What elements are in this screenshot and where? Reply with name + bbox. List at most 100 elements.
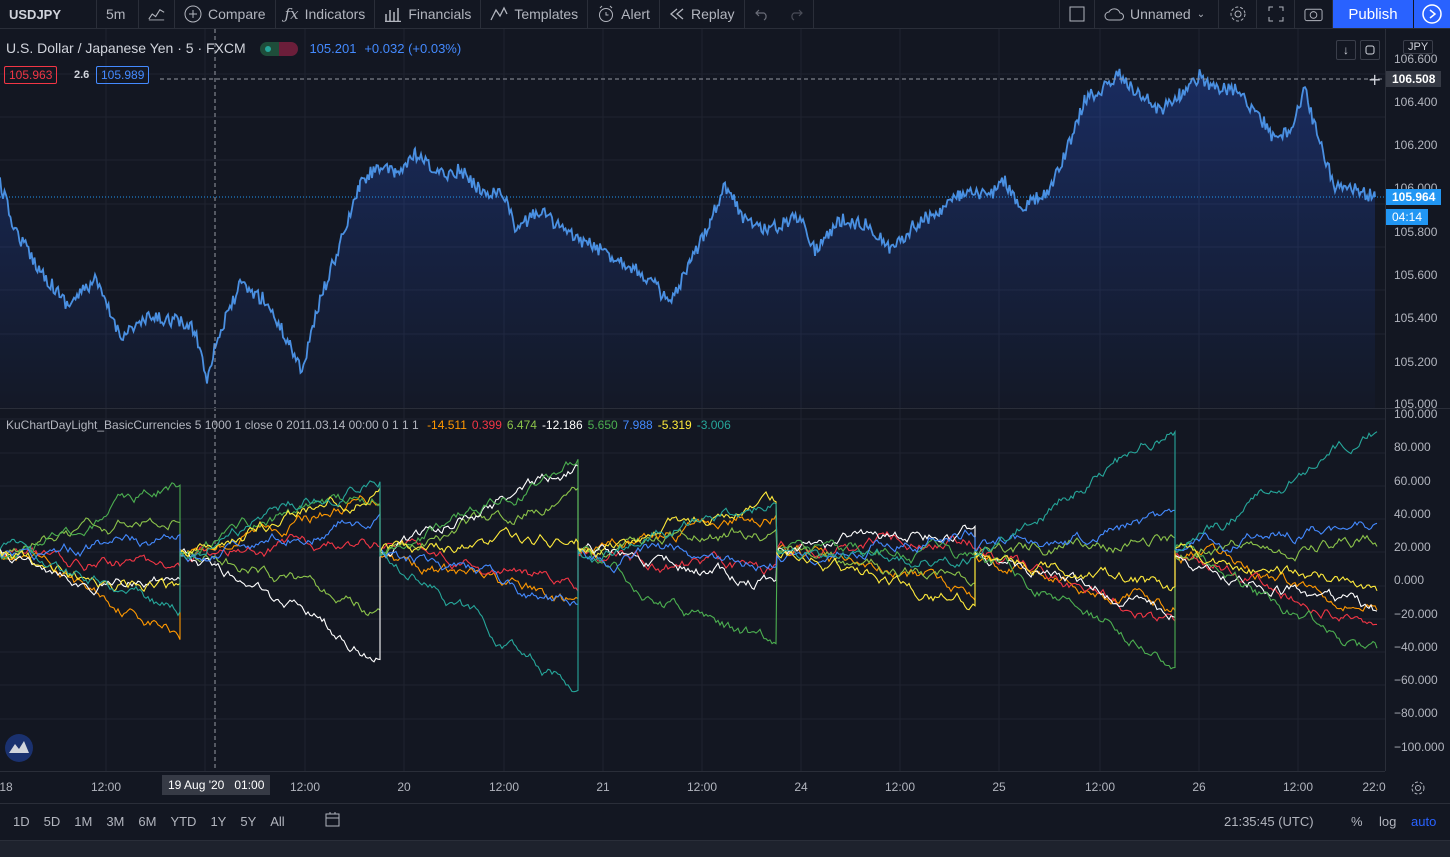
price-tick-label: 105.800 bbox=[1394, 225, 1438, 239]
alert-button[interactable]: Alert bbox=[588, 0, 660, 28]
maximize-icon bbox=[1365, 45, 1375, 55]
crosshair-plus-icon: + bbox=[1368, 70, 1381, 89]
settings-button[interactable] bbox=[1219, 0, 1257, 28]
indicator-series-line bbox=[0, 486, 1378, 617]
tradingview-logo[interactable] bbox=[5, 734, 33, 762]
time-tick-label: 26 bbox=[1192, 780, 1206, 794]
templates-button[interactable]: Templates bbox=[481, 0, 589, 28]
snapshot-button[interactable] bbox=[1295, 0, 1333, 28]
indicator-tick-label: 0.000 bbox=[1394, 573, 1425, 587]
clock[interactable]: 21:35:45 (UTC) bbox=[1224, 814, 1314, 829]
layout-name-button[interactable]: Unnamed ⌄ bbox=[1095, 0, 1219, 28]
range-button-1d[interactable]: 1D bbox=[13, 814, 30, 829]
maximize-pane-button[interactable] bbox=[1360, 40, 1380, 60]
time-tick-label: 12:00 bbox=[289, 780, 321, 794]
alert-label: Alert bbox=[621, 6, 650, 22]
bottom-toolbar: 1D 5D 1M 3M 6M YTD 1Y 5Y All 21:35:45 (UTC) % lo… bbox=[0, 803, 1450, 839]
time-tick-label: 25 bbox=[992, 780, 1006, 794]
time-tick-label: 20 bbox=[397, 780, 411, 794]
price-tick-label: 105.600 bbox=[1394, 268, 1438, 282]
financials-label: Financials bbox=[408, 6, 472, 22]
time-tick-label: 12:00 bbox=[884, 780, 916, 794]
legend-change: +0.032 (+0.03%) bbox=[364, 41, 462, 56]
clock-label: 21:35:45 (UTC) bbox=[1224, 814, 1314, 829]
redo-button[interactable] bbox=[779, 0, 814, 28]
undo-button[interactable] bbox=[745, 0, 779, 28]
indicator-tick-label: −80.000 bbox=[1394, 706, 1438, 720]
range-button-all[interactable]: All bbox=[270, 814, 285, 829]
rewind-icon bbox=[669, 8, 684, 20]
indicator-name: KuChartDayLight_BasicCurrencies 5 1000 1… bbox=[6, 418, 419, 432]
range-button-5d[interactable]: 5D bbox=[43, 814, 61, 829]
market-status-toggle[interactable] bbox=[259, 42, 298, 57]
price-tick-label: 106.400 bbox=[1394, 95, 1438, 109]
time-tick-label: 12:00 bbox=[686, 780, 718, 794]
time-axis[interactable]: 18 12:00 12:00 20 12:00 21 12:00 24 12:00 25 12:00… bbox=[0, 771, 1425, 803]
currency-value: JPY bbox=[1408, 41, 1429, 53]
indicator-tick-label: 20.000 bbox=[1394, 540, 1431, 554]
indicator-tick-label: 100.000 bbox=[1394, 407, 1438, 421]
undo-icon bbox=[754, 9, 767, 21]
alarm-clock-icon bbox=[599, 5, 614, 22]
range-button-5y[interactable]: 5Y bbox=[240, 814, 257, 829]
axis-settings-button[interactable] bbox=[1410, 780, 1426, 799]
indicator-value: -5.319 bbox=[657, 418, 692, 432]
indicator-series-line bbox=[0, 508, 1378, 607]
symbol-search[interactable]: USDJPY bbox=[0, 0, 97, 28]
plus-circle-icon bbox=[184, 5, 202, 23]
currency-label[interactable]: JPY bbox=[1403, 40, 1434, 54]
replay-button[interactable]: Replay bbox=[660, 0, 745, 28]
fullscreen-layout-button[interactable] bbox=[1059, 0, 1095, 28]
arrow-down-icon: ↓ bbox=[1343, 43, 1349, 57]
bid-value: 105.963 bbox=[9, 68, 53, 82]
range-button-1y[interactable]: 1Y bbox=[210, 814, 227, 829]
fullscreen-button[interactable] bbox=[1257, 0, 1295, 28]
candles-icon bbox=[148, 8, 165, 21]
percent-toggle[interactable]: % bbox=[1351, 814, 1363, 829]
range-button-1m[interactable]: 1M bbox=[74, 814, 93, 829]
templates-icon bbox=[490, 6, 508, 21]
range-button-ytd[interactable]: YTD bbox=[170, 814, 197, 829]
publish-button[interactable]: Publish bbox=[1333, 0, 1414, 28]
indicator-value: 5.650 bbox=[587, 418, 618, 432]
indicator-value: -3.006 bbox=[696, 418, 731, 432]
buy-price-button[interactable]: 105.989 bbox=[96, 66, 150, 84]
fx-icon: ƒx bbox=[284, 5, 299, 23]
chart-canvas[interactable]: + bbox=[0, 29, 1385, 771]
time-tick-label: 12:00 bbox=[90, 780, 122, 794]
indicators-button[interactable]: ƒx Indicators bbox=[276, 0, 376, 28]
gear-icon bbox=[1230, 6, 1245, 22]
indicator-series-line bbox=[0, 494, 1378, 640]
templates-label: Templates bbox=[514, 6, 579, 22]
scroll-down-button[interactable]: ↓ bbox=[1336, 40, 1356, 60]
publish-label: Publish bbox=[1348, 5, 1398, 23]
calendar-icon bbox=[325, 812, 340, 827]
pane-divider[interactable] bbox=[0, 408, 1450, 409]
price-axis[interactable]: 106.600 106.400 106.200 106.000 105.800 105.6… bbox=[1385, 29, 1450, 771]
price-area-fill bbox=[0, 68, 1375, 410]
sell-price-button[interactable]: 105.963 bbox=[4, 66, 58, 84]
indicator-series-line bbox=[0, 429, 1378, 693]
auto-toggle[interactable]: auto bbox=[1411, 814, 1436, 829]
publish-menu-button[interactable] bbox=[1414, 0, 1450, 28]
log-toggle[interactable]: log bbox=[1379, 814, 1396, 829]
indicator-series-line bbox=[0, 530, 1377, 626]
last-price-label: 105.964 bbox=[1386, 189, 1442, 205]
compare-button[interactable]: Compare bbox=[175, 0, 276, 28]
indicator-value: 6.474 bbox=[506, 418, 537, 432]
auto-label: auto bbox=[1411, 814, 1437, 829]
indicator-value: 7.988 bbox=[622, 418, 653, 432]
goto-date-button[interactable] bbox=[324, 812, 342, 831]
log-label: log bbox=[1379, 814, 1397, 829]
bar-countdown-label: 04:14 bbox=[1386, 209, 1429, 225]
financials-button[interactable]: Financials bbox=[375, 0, 482, 28]
range-button-6m[interactable]: 6M bbox=[138, 814, 157, 829]
range-button-3m[interactable]: 3M bbox=[106, 814, 125, 829]
indicator-value: -14.511 bbox=[427, 418, 467, 432]
chart-style-button[interactable] bbox=[139, 0, 175, 28]
indicator-tick-label: −60.000 bbox=[1394, 673, 1438, 687]
price-tick-label: 106.600 bbox=[1394, 52, 1438, 66]
bottom-panel-tabs[interactable] bbox=[0, 840, 1450, 857]
interval-button[interactable]: 5m bbox=[97, 0, 139, 28]
redo-icon bbox=[790, 9, 803, 21]
